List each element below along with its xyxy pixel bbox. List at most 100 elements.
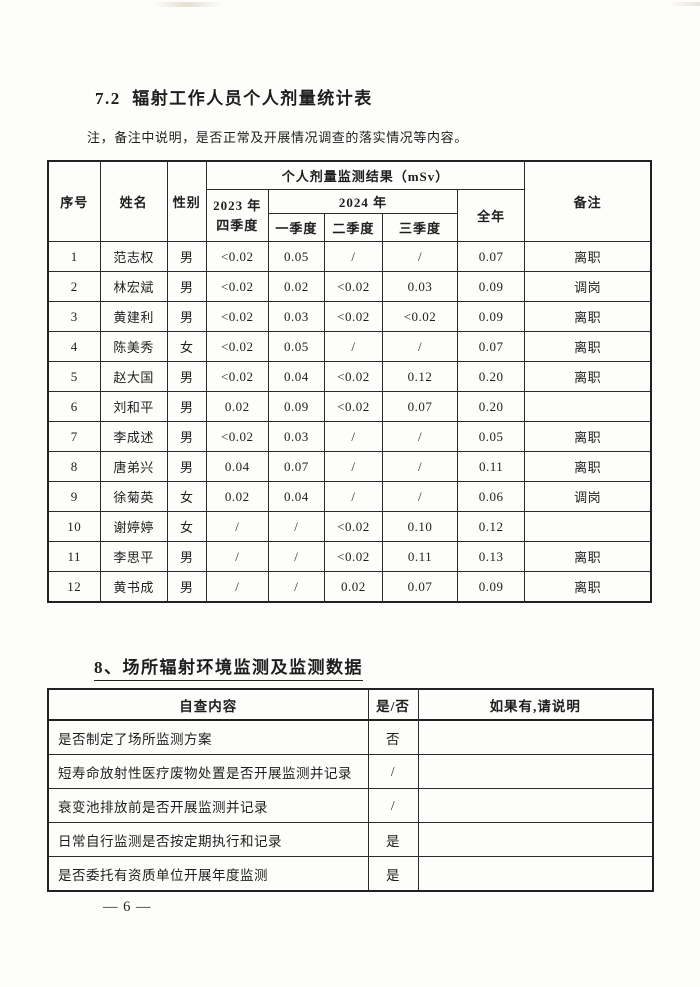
table-row: 短寿命放射性医疗废物处置是否开展监测并记录 / bbox=[47, 754, 654, 789]
remark-cell: 离职 bbox=[524, 241, 652, 272]
seq-cell: 4 bbox=[47, 331, 101, 362]
remark-cell: 离职 bbox=[524, 361, 652, 392]
dose-header-row-1: 序号 姓名 性别 个人剂量监测结果（mSv） 备注 bbox=[47, 160, 652, 242]
q1-cell: / bbox=[267, 571, 325, 603]
col-header-2023-q4-line2: 四季度 bbox=[216, 217, 259, 233]
table-row: 6 刘和平男 0.02 0.09 <0.02 0.07 0.20 bbox=[47, 391, 652, 422]
q3-cell: 0.12 bbox=[381, 361, 459, 392]
dose-statistics-table: 序号 姓名 性别 个人剂量监测结果（mSv） 备注 2023 年 四季度 202… bbox=[47, 160, 652, 603]
col-header-explain: 如果有,请说明 bbox=[417, 688, 654, 721]
table-row: 11 李思平男 / / <0.02 0.11 0.13 离职 bbox=[47, 541, 652, 572]
note-cell bbox=[417, 719, 654, 755]
remark-cell: 离职 bbox=[524, 331, 652, 362]
gender-cell: 男 bbox=[166, 451, 207, 482]
yn-cell: / bbox=[367, 754, 419, 789]
name-cell: 黄建利 bbox=[99, 301, 168, 332]
q1-cell: 0.03 bbox=[267, 421, 325, 452]
q1-cell: 0.05 bbox=[267, 331, 325, 362]
content-cell: 是否委托有资质单位开展年度监测 bbox=[47, 856, 369, 892]
gender-cell: 男 bbox=[166, 271, 207, 302]
yn-cell: 否 bbox=[367, 719, 419, 755]
note-cell bbox=[417, 822, 654, 857]
q2-cell: / bbox=[323, 421, 383, 452]
q2-cell: <0.02 bbox=[323, 301, 383, 332]
remark-cell bbox=[524, 511, 652, 542]
seq-cell: 7 bbox=[47, 421, 101, 452]
gender-cell: 男 bbox=[166, 421, 207, 452]
q2-cell: / bbox=[323, 481, 383, 512]
q3-cell: / bbox=[381, 241, 459, 272]
seq-cell: 8 bbox=[47, 451, 101, 482]
name-cell: 李思平 bbox=[99, 541, 168, 572]
name-cell: 陈美秀 bbox=[99, 331, 168, 362]
col-header-year-total: 全年 bbox=[457, 189, 526, 242]
q1-cell: 0.03 bbox=[267, 301, 325, 332]
remark-cell: 离职 bbox=[524, 421, 652, 452]
seq-cell: 6 bbox=[47, 391, 101, 422]
q1-cell: 0.05 bbox=[267, 241, 325, 272]
col-header-check-content: 自查内容 bbox=[47, 688, 369, 721]
name-cell: 徐菊英 bbox=[99, 481, 168, 512]
q2-cell: <0.02 bbox=[323, 271, 383, 302]
total-cell: 0.07 bbox=[457, 241, 526, 272]
q2-cell: 0.02 bbox=[323, 571, 383, 603]
gender-cell: 男 bbox=[166, 541, 207, 572]
seq-cell: 1 bbox=[47, 241, 101, 272]
q2-cell: / bbox=[323, 241, 383, 272]
table-row: 3 黄建利男 <0.02 0.03 <0.02 <0.02 0.09 离职 bbox=[47, 301, 652, 332]
col-header-2023-q4: 2023 年 四季度 bbox=[205, 189, 269, 242]
total-cell: 0.05 bbox=[457, 421, 526, 452]
gender-cell: 男 bbox=[166, 361, 207, 392]
yn-cell: 是 bbox=[367, 822, 419, 857]
self-check-table: 自查内容 是/否 如果有,请说明 是否制定了场所监测方案否短寿命放射性医疗废物处… bbox=[47, 688, 654, 892]
name-cell: 谢婷婷 bbox=[99, 511, 168, 542]
gender-cell: 女 bbox=[166, 511, 207, 542]
total-cell: 0.20 bbox=[457, 391, 526, 422]
total-cell: 0.09 bbox=[457, 301, 526, 332]
col-header-name: 姓名 bbox=[99, 160, 168, 242]
q4_2023-cell: / bbox=[205, 511, 269, 542]
q3-cell: 0.11 bbox=[381, 541, 459, 572]
table-row: 是否委托有资质单位开展年度监测是 bbox=[47, 856, 654, 892]
scan-artifact bbox=[668, 2, 700, 6]
col-header-q2: 二季度 bbox=[323, 213, 383, 242]
remark-cell: 离职 bbox=[524, 451, 652, 482]
seq-cell: 3 bbox=[47, 301, 101, 332]
q2-cell: / bbox=[323, 451, 383, 482]
seq-cell: 5 bbox=[47, 361, 101, 392]
content-cell: 衰变池排放前是否开展监测并记录 bbox=[47, 788, 369, 823]
note-text: 注，备注中说明，是否正常及开展情况调查的落实情况等内容。 bbox=[87, 130, 468, 145]
note-cell bbox=[417, 788, 654, 823]
table-row: 衰变池排放前是否开展监测并记录 / bbox=[47, 788, 654, 823]
col-header-yes-no: 是/否 bbox=[367, 688, 419, 721]
gender-cell: 女 bbox=[166, 481, 207, 512]
q2-cell: <0.02 bbox=[323, 391, 383, 422]
name-cell: 黄书成 bbox=[99, 571, 168, 603]
q3-cell: / bbox=[381, 331, 459, 362]
name-cell: 林宏斌 bbox=[99, 271, 168, 302]
total-cell: 0.07 bbox=[457, 331, 526, 362]
content-cell: 日常自行监测是否按定期执行和记录 bbox=[47, 822, 369, 857]
note-cell bbox=[417, 754, 654, 789]
name-cell: 范志权 bbox=[99, 241, 168, 272]
col-header-result-group: 个人剂量监测结果（mSv） bbox=[205, 160, 526, 190]
q3-cell: 0.07 bbox=[381, 571, 459, 603]
check-header-row: 自查内容 是/否 如果有,请说明 bbox=[47, 688, 654, 721]
remark-cell: 离职 bbox=[524, 541, 652, 572]
q4_2023-cell: <0.02 bbox=[205, 241, 269, 272]
total-cell: 0.09 bbox=[457, 571, 526, 603]
q4_2023-cell: / bbox=[205, 571, 269, 603]
table-row: 1 范志权男 <0.02 0.05//0.07 离职 bbox=[47, 241, 652, 272]
q1-cell: 0.04 bbox=[267, 481, 325, 512]
gender-cell: 男 bbox=[166, 391, 207, 422]
q1-cell: 0.04 bbox=[267, 361, 325, 392]
yn-cell: 是 bbox=[367, 856, 419, 892]
table-row: 2 林宏斌男 <0.02 0.02 <0.02 0.03 0.09 调岗 bbox=[47, 271, 652, 302]
remark-cell: 离职 bbox=[524, 571, 652, 603]
yn-cell: / bbox=[367, 788, 419, 823]
q3-cell: 0.07 bbox=[381, 391, 459, 422]
table-row: 日常自行监测是否按定期执行和记录是 bbox=[47, 822, 654, 857]
scan-artifact bbox=[152, 2, 222, 7]
section-7-2-title: 7.2 辐射工作人员个人剂量统计表 bbox=[95, 89, 373, 108]
q3-cell: 0.03 bbox=[381, 271, 459, 302]
